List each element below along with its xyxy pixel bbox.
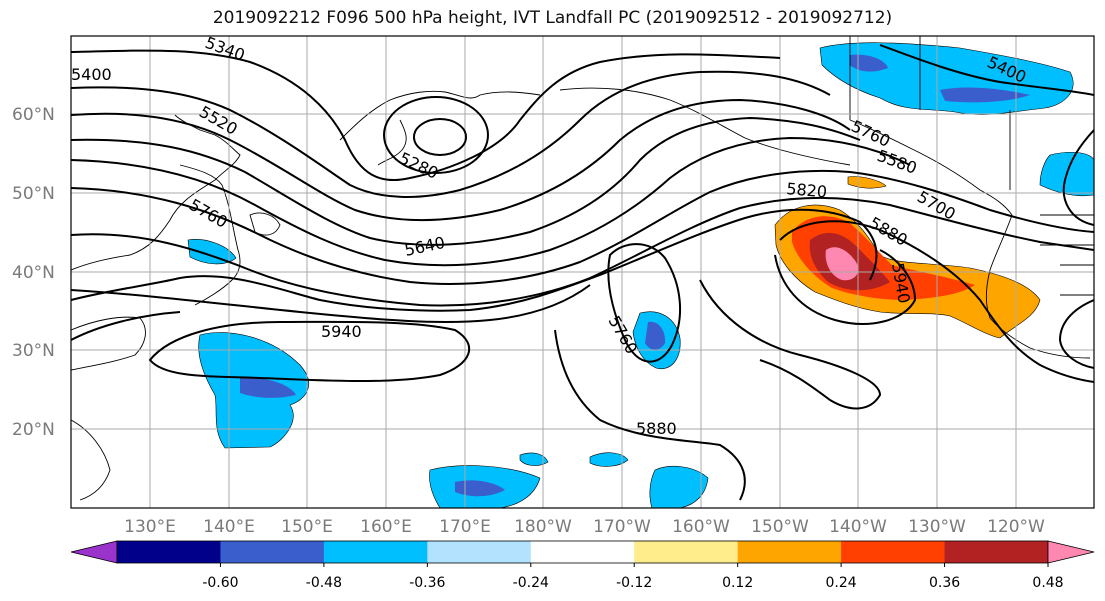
- colorbar-segment: [634, 541, 739, 563]
- colorbar-tick-label: -0.36: [409, 575, 445, 591]
- contour-label-5880-south: 5880: [636, 419, 677, 438]
- contour-label-5940-west: 5940: [321, 322, 362, 341]
- contour-label-5820: 5820: [786, 179, 828, 201]
- colorbar-tick-label: -0.60: [202, 575, 238, 591]
- coastlines: [71, 36, 1094, 501]
- colorbar-upper-extension: [1047, 540, 1095, 564]
- lat-label-40n: 40°N: [12, 263, 55, 283]
- lat-label-20n: 20°N: [12, 420, 55, 440]
- lon-label-170e: 170°E: [439, 517, 491, 537]
- colorbar-segment: [220, 541, 325, 563]
- colorbar-segment: [841, 541, 946, 563]
- colorbar-segment: [117, 541, 221, 563]
- colorbar: -0.60 -0.48 -0.36 -0.24 -0.12 0.12 0.24 0.36 0.4…: [70, 540, 1095, 591]
- colorbar-tick-label: -0.12: [616, 575, 652, 591]
- lat-label-50n: 50°N: [12, 184, 55, 204]
- lon-label-130w: 130°W: [908, 517, 966, 537]
- colorbar-tick-label: 0.24: [826, 575, 857, 591]
- colorbar-segment: [530, 541, 635, 563]
- lon-label-140w: 140°W: [829, 517, 887, 537]
- colorbar-tick-label: 0.48: [1032, 575, 1063, 591]
- colorbar-segment: [737, 541, 842, 563]
- colorbar-segment: [427, 541, 532, 563]
- map-title: 2019092212 F096 500 hPa height, IVT Land…: [212, 8, 893, 28]
- lon-label-130e: 130°E: [124, 517, 176, 537]
- lon-label-150e: 150°E: [281, 517, 333, 537]
- lon-label-140e: 140°E: [203, 517, 255, 537]
- colorbar-tick-label: -0.48: [306, 575, 342, 591]
- lon-label-160e: 160°E: [360, 517, 412, 537]
- colorbar-tick-label: 0.12: [722, 575, 753, 591]
- height-contours: [71, 44, 1094, 501]
- lon-label-150w: 150°W: [751, 517, 809, 537]
- latitude-axis: 60°N 50°N 40°N 30°N 20°N: [12, 105, 55, 440]
- colorbar-tick-label: -0.24: [513, 575, 549, 591]
- lon-label-170w: 170°W: [593, 517, 651, 537]
- colorbar-segment: [944, 541, 1049, 563]
- lat-label-30n: 30°N: [12, 341, 55, 361]
- colorbar-lower-extension: [70, 540, 118, 564]
- graticule: [71, 36, 1094, 508]
- lon-label-160w: 160°W: [672, 517, 730, 537]
- colorbar-tick-label: 0.36: [929, 575, 960, 591]
- ivt-negative-shading: [187, 42, 1094, 508]
- longitude-axis: 130°E 140°E 150°E 160°E 170°E 180°W 170°…: [124, 517, 1045, 537]
- contour-label-5400: 5400: [71, 65, 112, 84]
- lon-label-180w: 180°W: [514, 517, 572, 537]
- map-frame: [70, 35, 1095, 509]
- lon-label-120w: 120°W: [987, 517, 1045, 537]
- colorbar-segment: [323, 541, 428, 563]
- lat-label-60n: 60°N: [12, 105, 55, 125]
